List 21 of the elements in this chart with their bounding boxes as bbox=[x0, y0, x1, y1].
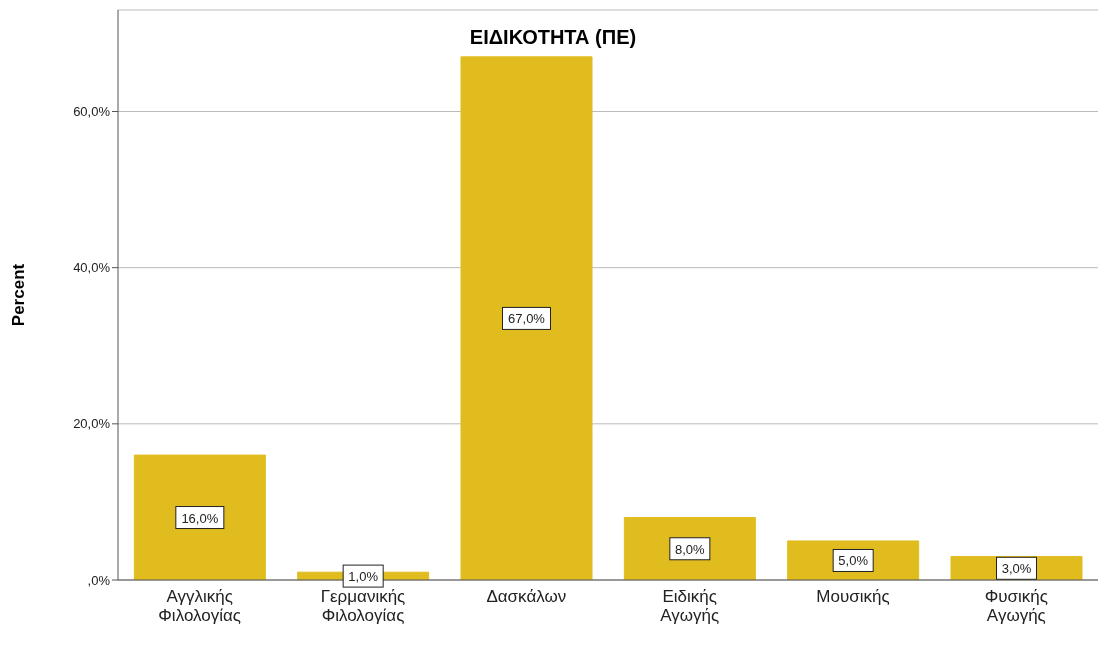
x-tick-label: Μουσικής bbox=[816, 587, 890, 606]
bar bbox=[460, 56, 593, 580]
y-tick-label: 20,0% bbox=[73, 416, 111, 432]
x-tick-label: Δασκάλων bbox=[486, 587, 567, 606]
data-label: 16,0% bbox=[181, 510, 219, 526]
bar bbox=[133, 454, 266, 580]
data-label: 67,0% bbox=[508, 311, 546, 327]
y-tick-label: 40,0% bbox=[73, 260, 111, 276]
x-tick-label: Ειδικής Αγωγής bbox=[660, 587, 720, 625]
x-tick-label: Φυσικής Αγωγής bbox=[984, 587, 1048, 625]
data-label: 8,0% bbox=[675, 541, 706, 557]
data-label: 3,0% bbox=[1001, 561, 1032, 577]
data-label: 1,0% bbox=[348, 569, 379, 585]
x-tick-label: Αγγλικής Φιλολογίας bbox=[158, 587, 242, 625]
y-tick-label: ,0% bbox=[87, 572, 111, 588]
x-tick-label: Γερμανικής Φιλολογίας bbox=[320, 587, 406, 625]
text: ΕΙΔΙΚΟΤΗΤΑ (ΠΕ) bbox=[468, 26, 638, 49]
bar bbox=[623, 517, 756, 580]
data-label: 5,0% bbox=[838, 553, 869, 569]
y-axis-title: Percent bbox=[9, 263, 29, 327]
y-tick-label: 60,0% bbox=[73, 104, 111, 120]
